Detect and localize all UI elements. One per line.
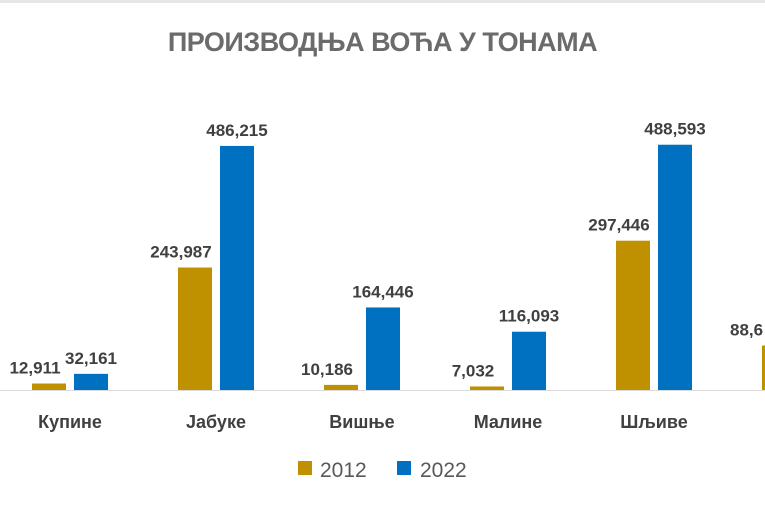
legend-swatch-2012 bbox=[298, 461, 312, 475]
data-label: 243,987 bbox=[150, 243, 211, 262]
data-label: 116,093 bbox=[499, 307, 560, 326]
data-label: 7,032 bbox=[452, 361, 495, 380]
legend-label-2022: 2022 bbox=[420, 459, 467, 482]
chart-title: ПРОИЗВОДЊА ВОЋА У ТОНАМА bbox=[167, 27, 598, 57]
data-label: 88,6 bbox=[730, 321, 763, 340]
data-label: 486,215 bbox=[206, 121, 267, 140]
data-label: 164,446 bbox=[352, 282, 413, 301]
bar-2022-4 bbox=[658, 144, 692, 390]
bar-2012-0 bbox=[32, 383, 66, 390]
legend-swatch-2022 bbox=[397, 461, 411, 475]
category-label: Јабуке bbox=[186, 412, 246, 432]
data-label: 488,593 bbox=[644, 120, 705, 139]
category-label: Вишње bbox=[329, 412, 394, 432]
legend-label-2012: 2012 bbox=[320, 459, 367, 482]
data-label: 32,161 bbox=[65, 349, 117, 368]
bar-2012-3 bbox=[470, 386, 504, 390]
category-label: Купине bbox=[38, 412, 102, 432]
data-label: 297,446 bbox=[588, 216, 649, 235]
bar-2022-1 bbox=[220, 145, 254, 390]
data-label: 10,186 bbox=[301, 360, 353, 379]
bar-2012-1 bbox=[178, 267, 212, 390]
bar-2012-4 bbox=[616, 240, 650, 390]
bar-2012-2 bbox=[324, 384, 358, 390]
data-label: 12,911 bbox=[9, 359, 60, 378]
bar-2022-2 bbox=[366, 307, 400, 390]
bar-2022-3 bbox=[512, 331, 546, 390]
category-label: Шљиве bbox=[620, 412, 687, 432]
bar-2012-5 bbox=[762, 345, 765, 390]
category-label: Малине bbox=[474, 412, 543, 432]
bar-2022-0 bbox=[74, 373, 108, 390]
